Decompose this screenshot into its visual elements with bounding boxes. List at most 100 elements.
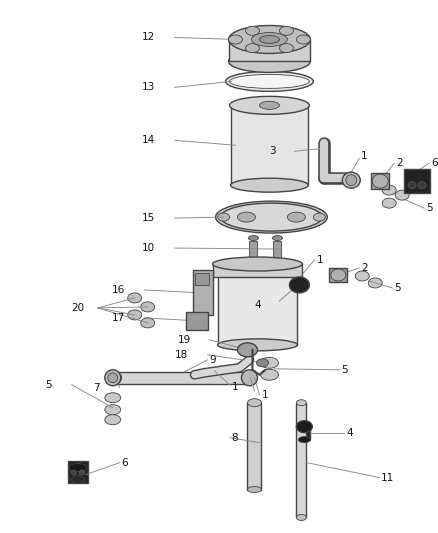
Ellipse shape bbox=[230, 178, 308, 192]
Ellipse shape bbox=[141, 302, 155, 312]
Ellipse shape bbox=[248, 236, 258, 240]
Ellipse shape bbox=[355, 271, 369, 281]
Ellipse shape bbox=[218, 339, 297, 351]
Ellipse shape bbox=[261, 369, 279, 380]
Ellipse shape bbox=[346, 175, 357, 185]
Ellipse shape bbox=[245, 26, 259, 35]
Text: 8: 8 bbox=[232, 433, 238, 442]
Bar bbox=[229, 39, 311, 61]
Text: 5: 5 bbox=[45, 379, 52, 390]
Ellipse shape bbox=[237, 212, 255, 222]
Text: 18: 18 bbox=[174, 350, 187, 360]
Bar bbox=[273, 241, 281, 261]
Ellipse shape bbox=[212, 257, 302, 271]
Bar bbox=[230, 106, 308, 185]
Ellipse shape bbox=[108, 373, 118, 383]
Ellipse shape bbox=[382, 198, 396, 208]
Text: 2: 2 bbox=[361, 263, 368, 273]
Ellipse shape bbox=[247, 487, 261, 492]
Ellipse shape bbox=[331, 269, 346, 281]
Ellipse shape bbox=[229, 35, 243, 44]
Ellipse shape bbox=[71, 470, 76, 475]
Text: 2: 2 bbox=[396, 158, 403, 168]
Ellipse shape bbox=[297, 400, 306, 406]
Text: 14: 14 bbox=[141, 135, 155, 146]
Ellipse shape bbox=[297, 514, 306, 520]
Ellipse shape bbox=[226, 71, 313, 91]
Ellipse shape bbox=[108, 372, 122, 384]
Ellipse shape bbox=[237, 343, 258, 357]
Ellipse shape bbox=[105, 415, 121, 425]
Ellipse shape bbox=[259, 36, 279, 44]
Ellipse shape bbox=[69, 464, 87, 472]
Bar bbox=[193, 270, 212, 315]
Bar bbox=[329, 268, 347, 282]
Bar bbox=[186, 312, 208, 330]
Ellipse shape bbox=[245, 44, 259, 53]
Ellipse shape bbox=[105, 393, 121, 403]
Text: 17: 17 bbox=[112, 313, 125, 323]
Ellipse shape bbox=[251, 33, 287, 46]
Ellipse shape bbox=[241, 370, 258, 386]
Text: 5: 5 bbox=[394, 283, 401, 293]
Ellipse shape bbox=[221, 203, 322, 231]
Ellipse shape bbox=[342, 172, 360, 188]
Text: 15: 15 bbox=[141, 213, 155, 223]
Ellipse shape bbox=[395, 190, 409, 200]
Text: 13: 13 bbox=[141, 83, 155, 92]
Bar bbox=[404, 169, 430, 193]
Ellipse shape bbox=[297, 421, 312, 433]
Ellipse shape bbox=[141, 318, 155, 328]
Bar bbox=[298, 424, 311, 440]
Ellipse shape bbox=[128, 293, 142, 303]
Ellipse shape bbox=[229, 26, 311, 53]
Ellipse shape bbox=[230, 75, 309, 88]
Ellipse shape bbox=[230, 96, 309, 114]
Text: 6: 6 bbox=[431, 158, 438, 168]
Ellipse shape bbox=[368, 278, 382, 288]
Bar bbox=[212, 263, 302, 277]
Text: 1: 1 bbox=[261, 390, 268, 400]
Text: 1: 1 bbox=[361, 151, 368, 161]
Ellipse shape bbox=[272, 236, 283, 240]
Ellipse shape bbox=[257, 359, 268, 367]
Ellipse shape bbox=[105, 405, 121, 415]
Text: 4: 4 bbox=[255, 300, 261, 310]
Bar bbox=[218, 265, 297, 345]
Ellipse shape bbox=[105, 370, 121, 386]
Text: 16: 16 bbox=[112, 285, 125, 295]
Text: 5: 5 bbox=[426, 203, 433, 213]
Bar bbox=[115, 372, 250, 384]
Text: 10: 10 bbox=[141, 243, 155, 253]
Ellipse shape bbox=[128, 310, 142, 320]
Bar bbox=[247, 403, 261, 489]
Ellipse shape bbox=[215, 201, 327, 233]
Ellipse shape bbox=[408, 182, 416, 189]
Text: 1: 1 bbox=[232, 382, 238, 392]
Text: 1: 1 bbox=[316, 255, 323, 265]
Ellipse shape bbox=[229, 51, 311, 72]
Ellipse shape bbox=[313, 213, 325, 221]
Bar bbox=[297, 403, 306, 518]
Ellipse shape bbox=[290, 277, 309, 293]
Text: 19: 19 bbox=[177, 335, 191, 345]
Ellipse shape bbox=[372, 174, 388, 188]
Ellipse shape bbox=[418, 182, 426, 189]
Text: 5: 5 bbox=[341, 365, 348, 375]
Text: 20: 20 bbox=[72, 303, 85, 313]
Ellipse shape bbox=[247, 399, 261, 407]
Ellipse shape bbox=[71, 475, 85, 483]
Ellipse shape bbox=[382, 185, 396, 195]
Text: 4: 4 bbox=[346, 427, 353, 438]
Text: 11: 11 bbox=[381, 473, 395, 482]
Ellipse shape bbox=[287, 212, 305, 222]
Text: 6: 6 bbox=[122, 458, 128, 467]
Ellipse shape bbox=[79, 470, 85, 475]
Ellipse shape bbox=[279, 44, 293, 53]
Ellipse shape bbox=[297, 35, 311, 44]
Bar bbox=[250, 241, 258, 261]
Text: 3: 3 bbox=[269, 146, 276, 156]
Ellipse shape bbox=[279, 26, 293, 35]
Bar bbox=[371, 173, 389, 189]
Text: 7: 7 bbox=[93, 383, 100, 393]
